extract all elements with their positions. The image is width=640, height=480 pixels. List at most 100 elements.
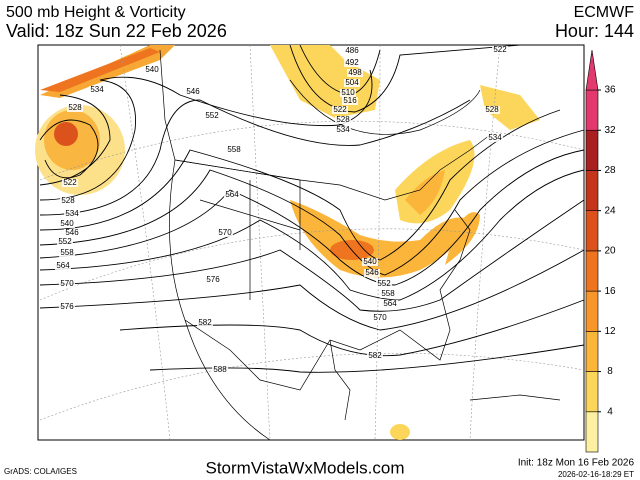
label-bg (217, 229, 233, 237)
label-bg (67, 104, 83, 112)
label-bg (60, 197, 76, 205)
contour-label: 558 (60, 248, 74, 257)
contour-label: 522 (63, 178, 77, 187)
label-bg (382, 300, 398, 308)
label-bg (212, 366, 228, 374)
colorbar-tick-label: 12 (604, 326, 616, 337)
label-bg (335, 116, 351, 124)
colorbar-tick-label: 20 (604, 246, 616, 257)
label-bg (89, 86, 105, 94)
contour-label: 540 (363, 257, 377, 266)
contour-label: 546 (186, 87, 200, 96)
colorbar-tick-label: 24 (604, 205, 616, 216)
colorbar: 4 8 12 16 20 24 28 32 36 (585, 49, 616, 453)
colorbar-tick-label: 8 (607, 366, 613, 377)
timestamp: 2026-02-16-18:29 ET (558, 470, 634, 479)
contour-label: 558 (227, 145, 241, 154)
contour-label: 576 (206, 275, 220, 284)
valid-time: Valid: 18z Sun 22 Feb 2026 (6, 21, 227, 41)
contour-label: 582 (198, 318, 212, 327)
label-bg (224, 191, 240, 199)
contour-label: 546 (65, 228, 79, 237)
label-bg (362, 258, 378, 266)
label-bg (57, 238, 73, 246)
contour-label: 528 (485, 105, 499, 114)
contour-label: 570 (218, 228, 232, 237)
contour-label: 558 (381, 289, 395, 298)
site-name: StormVistaWxModels.com (205, 458, 404, 477)
contour-label: 540 (145, 65, 159, 74)
label-bg (205, 276, 221, 284)
label-bg (344, 47, 360, 55)
contour-label: 534 (336, 125, 350, 134)
colorbar-segment (585, 290, 599, 332)
label-bg (344, 79, 360, 87)
label-bg (487, 134, 503, 142)
contour-label: 534 (488, 133, 502, 142)
contour-label: 498 (348, 68, 362, 77)
contour-label: 528 (61, 196, 75, 205)
geography (159, 49, 561, 441)
label-bg (364, 269, 380, 277)
contour-label: 552 (377, 279, 391, 288)
colorbar-segment (585, 89, 599, 131)
label-bg (367, 352, 383, 360)
label-bg (55, 262, 71, 270)
vorticity-shading (35, 45, 540, 440)
contour-label: 564 (383, 299, 397, 308)
colorbar-tick-label: 16 (604, 286, 616, 297)
contour-label: 552 (58, 237, 72, 246)
contour-label: 564 (225, 190, 239, 199)
contour-label: 576 (60, 302, 74, 311)
colorbar-tick-label: 36 (604, 85, 616, 96)
contour-label: 510 (341, 88, 355, 97)
contour-label: 588 (213, 365, 227, 374)
lat-lon-grid (39, 44, 585, 441)
credit: GrADS: COLA/IGES (4, 467, 77, 476)
contour-label: 528 (336, 115, 350, 124)
label-bg (340, 89, 356, 97)
label-bg (62, 179, 78, 187)
label-bg (342, 97, 358, 105)
contour-label: 570 (373, 313, 387, 322)
contour-label: 516 (343, 96, 357, 105)
colorbar-tick-label: 28 (604, 165, 616, 176)
colorbar-segment (585, 210, 599, 252)
contour-label: 522 (493, 45, 507, 54)
label-bg (347, 69, 363, 77)
contour-label: 492 (345, 58, 359, 67)
label-bg (226, 146, 242, 154)
label-bg (335, 126, 351, 134)
label-bg (197, 319, 213, 327)
label-bg (204, 112, 220, 120)
model: ECMWF (574, 4, 635, 21)
colorbar-segment (585, 250, 599, 292)
init-time: Init: 18z Mon 16 Feb 2026 (518, 458, 635, 469)
label-bg (376, 280, 392, 288)
label-bg (484, 106, 500, 114)
label-bg (64, 229, 80, 237)
contour-label: 534 (90, 85, 104, 94)
label-bg (59, 280, 75, 288)
contour-label: 534 (65, 209, 79, 218)
colorbar-segment (585, 371, 599, 413)
contour-label: 570 (60, 279, 74, 288)
contour-label: 540 (60, 219, 74, 228)
height-contours (39, 44, 585, 373)
title: 500 mb Height & Vorticity (6, 4, 186, 21)
label-bg (59, 303, 75, 311)
contour-label: 552 (205, 111, 219, 120)
contour-label: 522 (333, 105, 347, 114)
label-bg (59, 249, 75, 257)
contour-label: 504 (345, 78, 359, 87)
colorbar-segment (585, 331, 599, 372)
colorbar-tick-label: 32 (604, 125, 616, 136)
label-bg (185, 88, 201, 96)
forecast-hour: Hour: 144 (555, 21, 634, 41)
colorbar-tick-label: 4 (607, 406, 613, 417)
label-bg (64, 210, 80, 218)
colorbar-cap (585, 49, 599, 91)
